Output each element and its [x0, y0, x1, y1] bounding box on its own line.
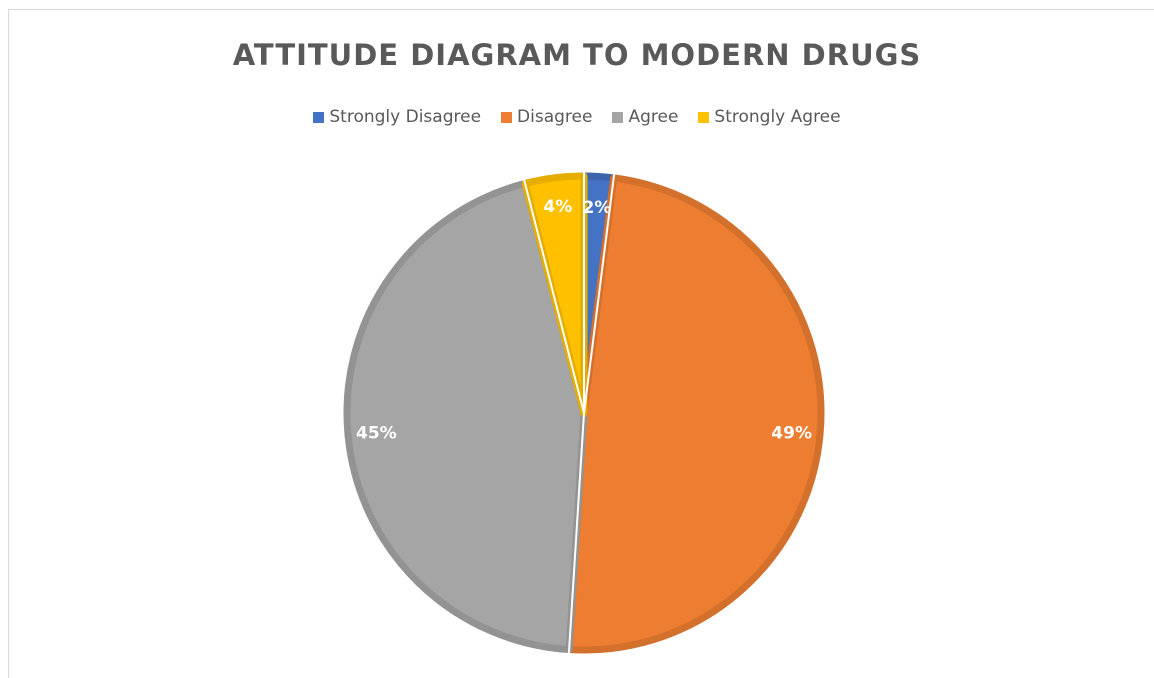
legend-item-disagree: Disagree: [501, 107, 592, 127]
pie-separator-agree: [567, 412, 585, 654]
data-label-disagree: 49%: [771, 424, 812, 444]
legend-swatch-strongly-disagree: [313, 111, 325, 123]
legend-item-strongly-agree: Strongly Agree: [698, 107, 841, 127]
chart-legend: Strongly Disagree Disagree Agree Strongl…: [0, 107, 1154, 127]
legend-swatch-agree: [612, 111, 624, 123]
data-label-agree: 45%: [356, 424, 397, 444]
pie-slice-agree: [343, 179, 588, 654]
legend-label-disagree: Disagree: [517, 107, 593, 127]
legend-label-strongly-agree: Strongly Agree: [714, 107, 841, 127]
chart-title: ATTITUDE DIAGRAM TO MODERN DRUGS: [232, 38, 922, 72]
legend-label-strongly-disagree: Strongly Disagree: [329, 107, 482, 127]
pie-slice-disagree: [565, 174, 825, 654]
legend-swatch-strongly-agree: [698, 111, 710, 123]
pie-separator-disagree: [583, 173, 616, 414]
data-label-strongly-agree: 4%: [543, 197, 572, 217]
legend-label-agree: Agree: [628, 107, 679, 127]
data-label-strongly-disagree: 2%: [583, 198, 612, 218]
legend-swatch-disagree: [501, 111, 513, 123]
pie-separator-strongly-agree: [523, 179, 585, 414]
legend-item-agree: Agree: [612, 107, 678, 127]
legend-item-strongly-disagree: Strongly Disagree: [313, 107, 481, 127]
